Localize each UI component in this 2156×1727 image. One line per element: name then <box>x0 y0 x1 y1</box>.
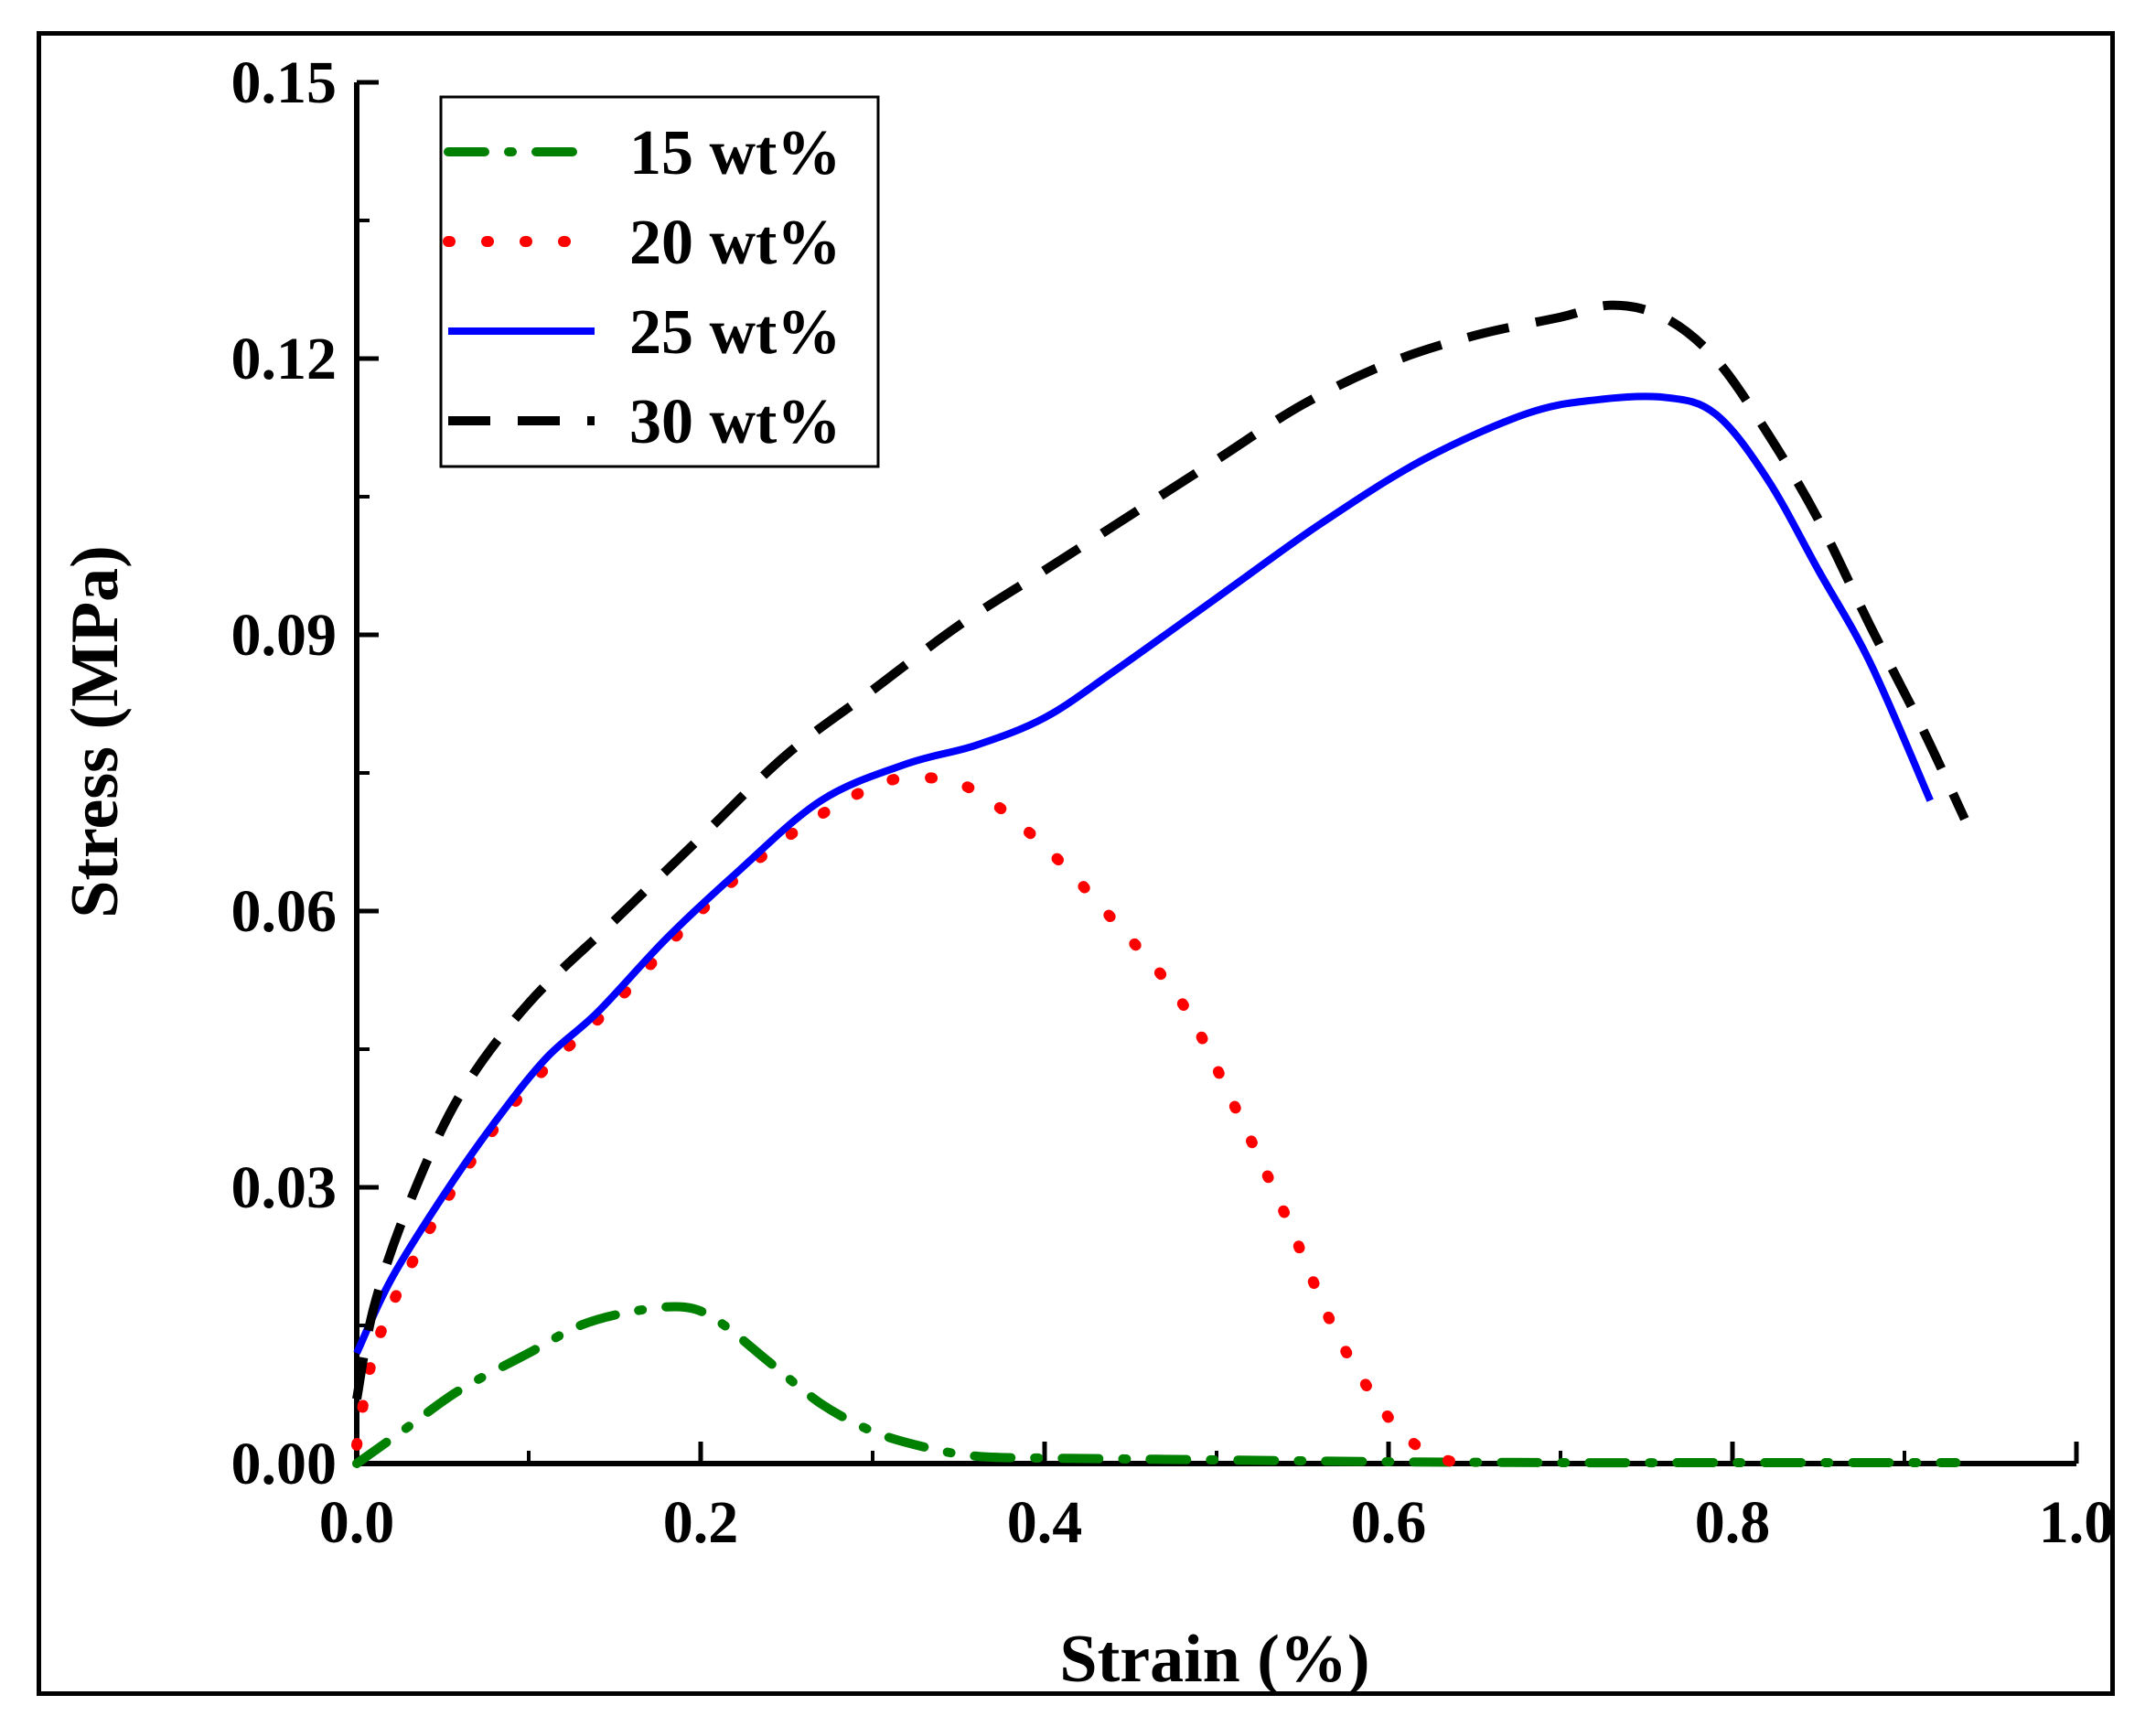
y-tick-label: 0.12 <box>231 326 338 392</box>
x-tick-label: 0.4 <box>1007 1489 1083 1556</box>
series-line-30-wt <box>352 300 1969 1400</box>
chart-frame <box>37 31 2115 1696</box>
legend-label-30-wt: 30 wt% <box>629 387 841 457</box>
series-line-25-wt <box>353 392 1934 1355</box>
legend-box <box>439 95 880 468</box>
series-layer <box>351 300 1969 1469</box>
y-tick-label: 0.06 <box>231 878 338 945</box>
y-tick-label: 0.15 <box>231 49 338 116</box>
x-tick-label: 0.8 <box>1695 1489 1771 1556</box>
y-tick-label: 0.09 <box>231 602 338 669</box>
x-tick-label: 0.2 <box>663 1489 739 1556</box>
legend-label-15-wt: 15 wt% <box>629 118 841 188</box>
series-line-20-wt <box>351 771 1464 1469</box>
legend-label-20-wt: 20 wt% <box>629 208 841 278</box>
y-axis-label: Stress (MPa) <box>58 545 133 918</box>
x-axis-label: Strain (%) <box>1059 1622 1369 1697</box>
x-tick-label: 0.0 <box>319 1489 395 1556</box>
y-tick-label: 0.03 <box>231 1154 338 1221</box>
legend: 15 wt% 20 wt% 25 wt% 30 wt% <box>439 95 880 468</box>
x-tick-label: 1.0 <box>2039 1489 2115 1556</box>
y-tick-label: 0.00 <box>231 1431 338 1497</box>
series-line-15-wt <box>352 1302 1961 1468</box>
axes: 0.00 0.03 0.06 0.09 0.12 0.15 0.0 0.2 0.4 0.6 0.8 1… <box>231 49 2115 1556</box>
legend-label-25-wt: 25 wt% <box>629 297 841 368</box>
x-tick-label: 0.6 <box>1351 1489 1427 1556</box>
